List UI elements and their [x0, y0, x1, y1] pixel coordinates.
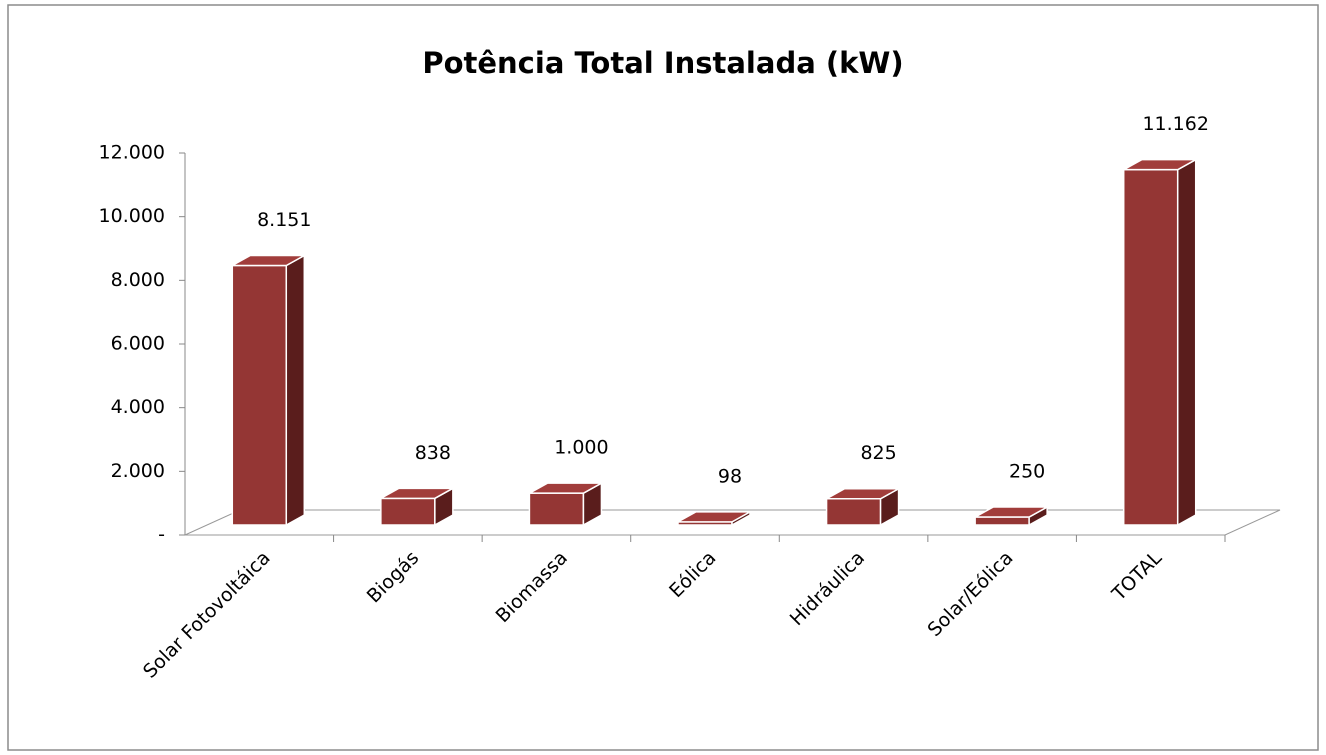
value-label: 11.162	[1142, 113, 1208, 135]
y-tick-label: 6.000	[111, 333, 165, 355]
y-tick-label: 12.000	[99, 142, 165, 164]
bar-front	[1122, 168, 1179, 526]
y-tick-label: 10.000	[99, 205, 165, 227]
chart-title: Potência Total Instalada (kW)	[422, 46, 903, 80]
bar-side	[285, 254, 306, 527]
bar-top	[229, 254, 308, 267]
bar-front	[825, 497, 882, 526]
bar-top	[526, 482, 605, 494]
y-tick-label: 4.000	[111, 396, 165, 418]
bar-front	[528, 492, 585, 526]
floor	[184, 509, 1281, 536]
bar-top	[972, 506, 1051, 518]
chart-border	[7, 4, 1319, 751]
bar-side	[1176, 158, 1197, 527]
bar-top	[823, 487, 902, 500]
bar-top	[1120, 158, 1199, 171]
bar-front	[231, 264, 288, 526]
bar-front	[380, 497, 436, 526]
bar-front	[974, 516, 1030, 526]
value-label: 1.000	[554, 437, 608, 459]
value-label: 838	[415, 442, 451, 464]
value-label: 825	[860, 442, 896, 464]
bar-top	[675, 511, 753, 523]
value-label: 98	[718, 465, 742, 487]
y-tick-label: 8.000	[111, 269, 165, 291]
bar-top	[377, 487, 456, 500]
y-tick-label: -	[158, 524, 165, 546]
value-label: 8.151	[257, 209, 311, 231]
value-label: 250	[1009, 461, 1045, 483]
y-tick-label: 2.000	[111, 460, 165, 482]
